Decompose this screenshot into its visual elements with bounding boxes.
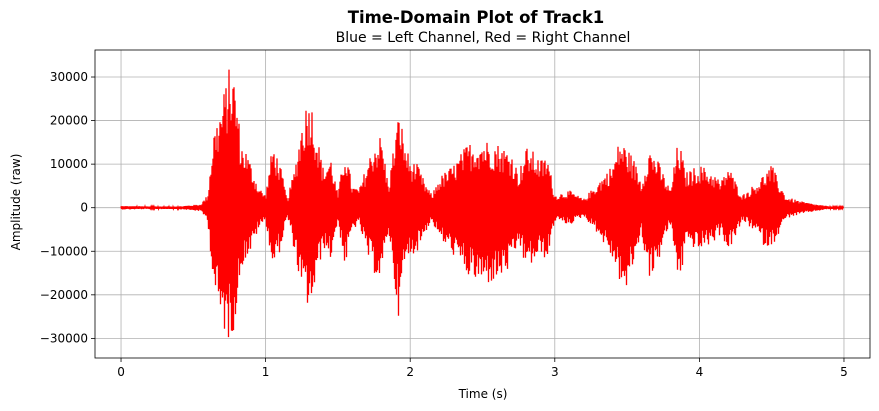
chart-title: Time-Domain Plot of Track1 <box>348 8 605 27</box>
x-tick-label: 4 <box>696 365 704 379</box>
x-axis-label: Time (s) <box>458 387 508 401</box>
y-tick-label: 0 <box>80 201 88 215</box>
y-tick-label: 20000 <box>50 114 88 128</box>
y-tick-label: −30000 <box>40 331 88 345</box>
y-axis-label: Amplitude (raw) <box>9 154 23 251</box>
plot-area <box>120 69 845 338</box>
y-tick-label: −10000 <box>40 244 88 258</box>
y-tick-label: −20000 <box>40 288 88 302</box>
x-tick-label: 5 <box>840 365 848 379</box>
axes: 0 1 2 3 4 5 −30000 −20000 −10000 0 10000 20000 30000 <box>40 49 871 379</box>
x-tick-label: 1 <box>262 365 270 379</box>
x-tick-label: 2 <box>406 365 414 379</box>
y-tick-label: 10000 <box>50 157 88 171</box>
plot-frame <box>94 49 871 359</box>
y-tick-label: 30000 <box>50 70 88 84</box>
x-tick-label: 0 <box>117 365 125 379</box>
chart-subtitle: Blue = Left Channel, Red = Right Channel <box>336 30 631 46</box>
x-tick-label: 3 <box>551 365 559 379</box>
waveform-series-line <box>120 69 845 338</box>
